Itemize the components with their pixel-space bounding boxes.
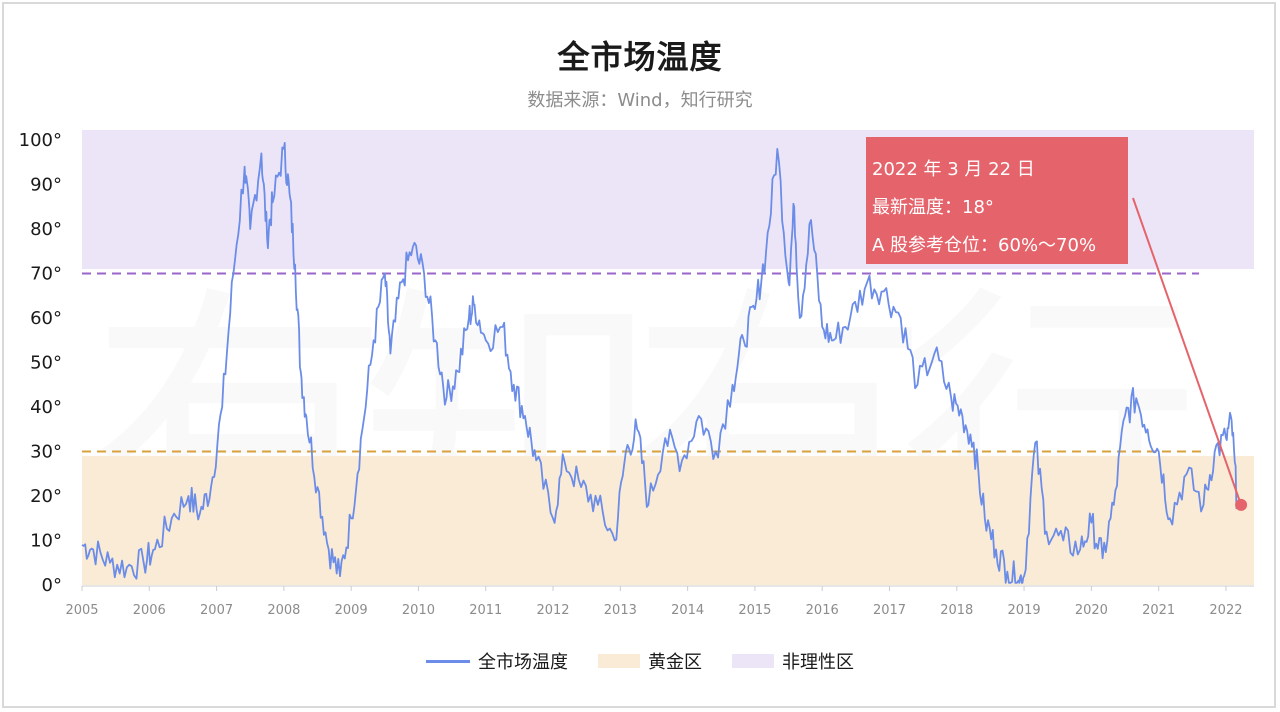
legend-swatch-box [732, 654, 774, 668]
x-tick-label: 2009 [335, 603, 368, 618]
x-tick-label: 2019 [1008, 603, 1041, 618]
y-axis: 0° 10° 20° 30° 40° 50° 60° 70° 80° 90° 100° [19, 130, 62, 596]
legend-label: 黄金区 [648, 652, 702, 673]
legend-label: 全市场温度 [478, 652, 568, 673]
x-tick-label: 2008 [267, 603, 300, 618]
annotation-tooltip: 2022 年 3 月 22 日 最新温度：18° A 股参考仓位：60%～70% [866, 137, 1128, 264]
x-tick-label: 2010 [402, 603, 435, 618]
x-axis: 2005 2006 2007 2008 2009 2010 2011 2012 2013 2014… [65, 585, 1254, 618]
x-tick-label: 2020 [1075, 603, 1108, 618]
legend-item-temperature[interactable]: 全市场温度 [426, 648, 568, 674]
legend-item-golden-zone[interactable]: 黄金区 [598, 648, 702, 674]
legend: 全市场温度 黄金区 非理性区 [0, 648, 1280, 674]
series-line [81, 142, 1239, 584]
annotation-date: 2022 年 3 月 22 日 [872, 159, 1035, 180]
x-tick-label: 2018 [940, 603, 973, 618]
x-tick-label: 2011 [469, 603, 502, 618]
x-tick-label: 2017 [873, 603, 906, 618]
x-tick-label: 2007 [200, 603, 233, 618]
legend-swatch-line [426, 659, 470, 663]
x-tick-label: 2014 [671, 603, 704, 618]
zone-band [82, 455, 1254, 585]
legend-swatch-box [598, 654, 640, 668]
x-tick-label: 2021 [1142, 603, 1175, 618]
legend-item-irrational-zone[interactable]: 非理性区 [732, 648, 854, 674]
x-tick-label: 2022 [1209, 603, 1242, 618]
series [81, 142, 1239, 584]
annotation-leader-line [1132, 197, 1243, 506]
y-tick-label: 80° [30, 219, 62, 240]
x-tick-label: 2013 [604, 603, 637, 618]
y-tick-label: 90° [30, 175, 62, 196]
x-tick-label: 2006 [133, 603, 166, 618]
chart-title: 全市场温度 [557, 38, 723, 76]
y-tick-label: 20° [30, 486, 62, 507]
y-tick-label: 40° [30, 397, 62, 418]
y-tick-label: 100° [19, 130, 62, 151]
x-tick-label: 2015 [738, 603, 771, 618]
y-tick-label: 10° [30, 531, 62, 552]
x-tick-label: 2016 [806, 603, 839, 618]
annotation-position: A 股参考仓位：60%～70% [872, 235, 1097, 256]
x-tick-label: 2012 [536, 603, 569, 618]
x-tick-label: 2005 [65, 603, 98, 618]
annotation [1132, 197, 1248, 511]
legend-label: 非理性区 [782, 652, 854, 673]
y-tick-label: 0° [42, 575, 62, 596]
y-tick-label: 50° [30, 353, 62, 374]
y-tick-label: 30° [30, 442, 62, 463]
y-tick-label: 60° [30, 308, 62, 329]
annotation-marker [1235, 498, 1248, 511]
chart-subtitle: 数据来源：Wind，知行研究 [527, 90, 753, 111]
annotation-temperature: 最新温度：18° [872, 197, 994, 218]
thresholds [82, 272, 1204, 453]
y-tick-label: 70° [30, 264, 62, 285]
